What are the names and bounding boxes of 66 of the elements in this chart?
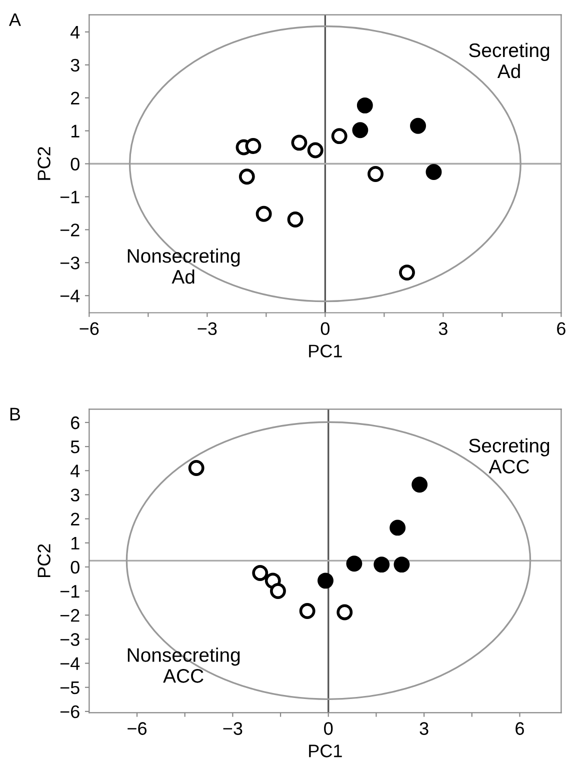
point	[356, 97, 373, 114]
chart-title: B	[10, 408, 20, 420]
y-tick-label: 5	[70, 440, 80, 454]
point	[352, 122, 368, 138]
annotation: Nonsecreting ACC	[128, 648, 240, 683]
x-axis-title: PC1	[309, 744, 342, 758]
x-tick-label: 3	[420, 722, 428, 735]
y-tick-label: −4	[60, 657, 80, 670]
point	[256, 206, 272, 222]
y-axis-title: PC2	[38, 147, 50, 180]
y-tick-label: 4	[70, 464, 80, 478]
point	[374, 556, 390, 573]
point	[299, 603, 316, 620]
point	[390, 520, 406, 536]
y-tick-label: 4	[70, 26, 80, 38]
y-tick-label: −2	[60, 609, 80, 622]
y-tick-label: −5	[60, 681, 80, 694]
point	[412, 476, 428, 493]
x-tick-label: 3	[438, 322, 448, 336]
y-tick-label: −2	[60, 224, 80, 236]
chart-title: A	[8, 13, 21, 26]
point	[270, 583, 286, 600]
point	[238, 168, 255, 185]
x-tick-label: 0	[324, 722, 333, 735]
point	[318, 572, 334, 589]
y-tick-label: 2	[71, 512, 80, 526]
point	[291, 134, 308, 151]
point	[399, 264, 415, 281]
y-tick-label: 1	[71, 124, 80, 138]
y-tick-label: −3	[60, 256, 80, 270]
annotation: Secreting Ad	[469, 42, 550, 78]
y-tick-label: 2	[71, 92, 80, 104]
x-axis-title: PC1	[309, 344, 342, 358]
x-tick-label: 6	[557, 322, 566, 336]
y-tick-label: −1	[60, 190, 80, 204]
x-tick-label: −6	[80, 322, 99, 336]
y-tick-label: 1	[71, 537, 80, 550]
point	[252, 565, 268, 581]
y-tick-label: −1	[60, 585, 80, 598]
x-tick-label: −3	[223, 722, 242, 735]
y-tick-label: 0	[70, 158, 80, 170]
y-tick-label: 3	[70, 58, 80, 72]
point	[307, 142, 324, 158]
y-tick-label: 6	[71, 416, 80, 430]
x-tick-label: 6	[516, 722, 524, 735]
point	[368, 166, 384, 182]
point	[410, 118, 426, 134]
y-tick-label: 3	[70, 488, 80, 502]
point	[336, 604, 353, 620]
x-tick-label: 0	[320, 322, 330, 336]
point	[426, 164, 442, 180]
point	[331, 128, 348, 144]
x-tick-label: −6	[128, 722, 147, 735]
x-tick-label: −3	[198, 322, 217, 336]
y-tick-label: −6	[60, 705, 80, 718]
annotation: Secreting ACC	[469, 438, 550, 474]
point	[394, 556, 410, 573]
point	[188, 460, 204, 476]
y-tick-label: 0	[70, 560, 80, 574]
annotation: Nonsecreting Ad	[128, 248, 240, 284]
y-tick-label: −3	[60, 633, 80, 646]
y-tick-label: −4	[60, 290, 80, 302]
point	[245, 138, 262, 154]
point	[346, 556, 362, 572]
point	[287, 211, 304, 228]
y-axis-title: PC2	[38, 544, 50, 578]
